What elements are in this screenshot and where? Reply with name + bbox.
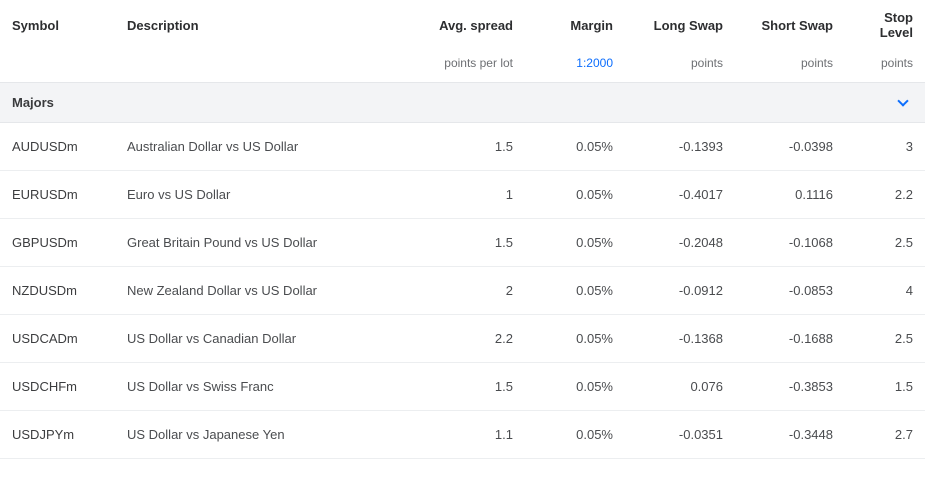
cell-short-swap: -0.0853	[735, 267, 845, 315]
cell-symbol: AUDUSDm	[0, 123, 115, 171]
cell-symbol: USDCADm	[0, 315, 115, 363]
cell-avg-spread: 2	[415, 267, 525, 315]
cell-margin: 0.05%	[525, 315, 625, 363]
cell-stop-level: 2.5	[845, 219, 925, 267]
cell-margin: 0.05%	[525, 171, 625, 219]
table-header-row: Symbol Description Avg. spread Margin Lo…	[0, 0, 925, 50]
cell-description: US Dollar vs Canadian Dollar	[115, 315, 415, 363]
cell-short-swap: -0.0398	[735, 123, 845, 171]
sub-stop-level: points	[845, 50, 925, 83]
col-stop-level[interactable]: Stop Level	[845, 0, 925, 50]
cell-stop-level: 3	[845, 123, 925, 171]
cell-symbol: EURUSDm	[0, 171, 115, 219]
cell-description: US Dollar vs Japanese Yen	[115, 411, 415, 459]
sub-short-swap: points	[735, 50, 845, 83]
col-symbol[interactable]: Symbol	[0, 0, 115, 50]
cell-long-swap: -0.1368	[625, 315, 735, 363]
cell-long-swap: -0.2048	[625, 219, 735, 267]
table-row[interactable]: NZDUSDmNew Zealand Dollar vs US Dollar20…	[0, 267, 925, 315]
sub-avg-spread: points per lot	[415, 50, 525, 83]
cell-description: Great Britain Pound vs US Dollar	[115, 219, 415, 267]
group-label: Majors	[0, 83, 845, 123]
cell-description: Euro vs US Dollar	[115, 171, 415, 219]
cell-margin: 0.05%	[525, 219, 625, 267]
cell-stop-level: 4	[845, 267, 925, 315]
cell-margin: 0.05%	[525, 363, 625, 411]
cell-avg-spread: 1.1	[415, 411, 525, 459]
sub-long-swap: points	[625, 50, 735, 83]
col-margin[interactable]: Margin	[525, 0, 625, 50]
table-row[interactable]: USDCADmUS Dollar vs Canadian Dollar2.20.…	[0, 315, 925, 363]
table-row[interactable]: GBPUSDmGreat Britain Pound vs US Dollar1…	[0, 219, 925, 267]
cell-long-swap: 0.076	[625, 363, 735, 411]
col-description[interactable]: Description	[115, 0, 415, 50]
cell-symbol: NZDUSDm	[0, 267, 115, 315]
table-row[interactable]: EURUSDmEuro vs US Dollar10.05%-0.40170.1…	[0, 171, 925, 219]
cell-symbol: USDCHFm	[0, 363, 115, 411]
cell-short-swap: -0.3853	[735, 363, 845, 411]
cell-stop-level: 1.5	[845, 363, 925, 411]
cell-long-swap: -0.4017	[625, 171, 735, 219]
cell-symbol: GBPUSDm	[0, 219, 115, 267]
cell-long-swap: -0.0912	[625, 267, 735, 315]
forex-spreads-table: Symbol Description Avg. spread Margin Lo…	[0, 0, 925, 459]
cell-long-swap: -0.0351	[625, 411, 735, 459]
cell-long-swap: -0.1393	[625, 123, 735, 171]
cell-avg-spread: 2.2	[415, 315, 525, 363]
cell-avg-spread: 1	[415, 171, 525, 219]
table-row[interactable]: USDCHFmUS Dollar vs Swiss Franc1.50.05%0…	[0, 363, 925, 411]
sub-margin-link[interactable]: 1:2000	[525, 50, 625, 83]
cell-short-swap: -0.1688	[735, 315, 845, 363]
chevron-down-icon	[897, 95, 908, 106]
group-row-majors[interactable]: Majors	[0, 83, 925, 123]
cell-stop-level: 2.2	[845, 171, 925, 219]
table-subheader-row: points per lot 1:2000 points points poin…	[0, 50, 925, 83]
cell-short-swap: 0.1116	[735, 171, 845, 219]
table-row[interactable]: AUDUSDmAustralian Dollar vs US Dollar1.5…	[0, 123, 925, 171]
col-avg-spread[interactable]: Avg. spread	[415, 0, 525, 50]
cell-stop-level: 2.7	[845, 411, 925, 459]
cell-description: Australian Dollar vs US Dollar	[115, 123, 415, 171]
cell-short-swap: -0.1068	[735, 219, 845, 267]
cell-margin: 0.05%	[525, 411, 625, 459]
table-row[interactable]: USDJPYmUS Dollar vs Japanese Yen1.10.05%…	[0, 411, 925, 459]
cell-avg-spread: 1.5	[415, 219, 525, 267]
cell-description: New Zealand Dollar vs US Dollar	[115, 267, 415, 315]
cell-avg-spread: 1.5	[415, 363, 525, 411]
cell-symbol: USDJPYm	[0, 411, 115, 459]
cell-short-swap: -0.3448	[735, 411, 845, 459]
cell-margin: 0.05%	[525, 267, 625, 315]
col-long-swap[interactable]: Long Swap	[625, 0, 735, 50]
group-toggle[interactable]	[845, 83, 925, 123]
col-short-swap[interactable]: Short Swap	[735, 0, 845, 50]
cell-avg-spread: 1.5	[415, 123, 525, 171]
cell-description: US Dollar vs Swiss Franc	[115, 363, 415, 411]
cell-stop-level: 2.5	[845, 315, 925, 363]
cell-margin: 0.05%	[525, 123, 625, 171]
